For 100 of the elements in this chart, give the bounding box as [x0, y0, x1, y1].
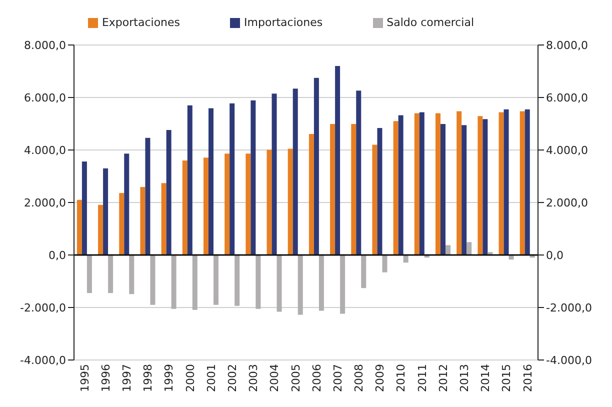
x-tick-label: 2012 [436, 364, 450, 392]
bar [520, 111, 525, 255]
y-tick-label: 6.000,0 [24, 91, 66, 104]
bar [256, 255, 261, 309]
bar [308, 134, 314, 255]
bar [129, 255, 134, 294]
bar [108, 255, 114, 294]
bar [414, 113, 420, 255]
bar [382, 255, 388, 272]
bar [361, 255, 366, 288]
bar [76, 200, 82, 255]
x-tick-label: 2015 [500, 364, 514, 392]
bar [462, 125, 467, 255]
x-tick-label: 1999 [162, 364, 176, 392]
bar [393, 121, 398, 255]
x-tick-label: 2003 [247, 364, 260, 392]
bar [171, 255, 176, 309]
bar [224, 154, 230, 255]
bar [466, 242, 472, 255]
bar [204, 158, 208, 255]
bar [208, 108, 214, 255]
bar [330, 124, 336, 255]
bar [356, 90, 362, 255]
bar [498, 112, 504, 255]
bar [234, 255, 240, 306]
bar [119, 193, 124, 255]
bar [230, 103, 235, 255]
x-tick-label: 1995 [78, 364, 92, 392]
bar [314, 78, 319, 255]
x-tick-label: 2013 [458, 364, 471, 392]
bar [98, 204, 104, 255]
bar [124, 154, 130, 255]
bar [398, 115, 404, 255]
bar [288, 148, 293, 255]
y-tick-label: -2.000,0 [20, 301, 66, 314]
x-tick-label: 2004 [268, 364, 282, 392]
bar [524, 109, 530, 255]
y2-tick-label: -4.000,0 [546, 354, 592, 367]
x-tick-label: 2009 [374, 364, 387, 392]
y2-tick-label: -2.000,0 [546, 301, 592, 314]
bar [335, 66, 340, 255]
bar [266, 150, 272, 255]
bar [482, 119, 488, 255]
bar [272, 94, 277, 255]
bar [446, 245, 450, 255]
y-tick-label: 2.000,0 [24, 196, 66, 210]
bar [214, 255, 218, 305]
x-tick-label: 2014 [479, 364, 492, 392]
x-tick-label: 2011 [416, 364, 429, 392]
x-tick-label: 2016 [521, 364, 534, 392]
bar [377, 128, 382, 255]
x-tick-label: 2002 [226, 364, 239, 392]
bar [292, 88, 298, 255]
x-tick-label: 2005 [289, 364, 302, 392]
bar [436, 113, 440, 255]
bar [419, 112, 424, 255]
y2-tick-label: 6.000,0 [546, 91, 588, 104]
legend-label: Importaciones [244, 16, 323, 29]
bar [187, 105, 192, 255]
y-tick-label: 4.000,0 [24, 144, 66, 157]
bar [250, 100, 256, 255]
bar [318, 255, 324, 311]
bar [456, 111, 462, 255]
bar [82, 162, 87, 255]
bar [150, 255, 156, 305]
bar [246, 154, 251, 255]
bar [145, 138, 150, 255]
bar [504, 109, 509, 255]
y-tick-label: 8.000,0 [24, 38, 66, 52]
x-tick-label: 2010 [394, 364, 408, 392]
bar [298, 255, 303, 315]
x-tick-label: 1998 [142, 364, 155, 392]
bar [161, 183, 166, 255]
bar [440, 124, 446, 255]
x-tick-label: 1997 [120, 364, 134, 392]
bar [103, 168, 108, 255]
x-tick-label: 2008 [352, 364, 366, 392]
bar [166, 130, 172, 255]
bar [340, 255, 346, 314]
bar [86, 255, 92, 294]
bar [276, 255, 282, 312]
x-tick-label: 1996 [99, 364, 112, 392]
bar [140, 187, 146, 255]
y2-tick-label: 0,0 [546, 248, 564, 262]
x-tick-label: 2006 [310, 364, 324, 392]
y2-tick-label: 4.000,0 [546, 144, 588, 157]
bar [372, 144, 378, 255]
bar [182, 160, 188, 255]
bar [351, 124, 356, 255]
legend-label: Exportaciones [102, 16, 180, 29]
x-tick-label: 2000 [184, 364, 197, 392]
y-tick-label: -4.000,0 [20, 354, 66, 367]
x-tick-label: 2007 [331, 364, 344, 392]
legend-label: Saldo comercial [386, 16, 474, 29]
y2-tick-label: 8.000,0 [546, 38, 588, 52]
x-tick-label: 2001 [204, 364, 218, 392]
bar [192, 255, 198, 310]
y2-tick-label: 2.000,0 [546, 196, 588, 210]
bar [478, 116, 483, 255]
y-tick-label: 0,0 [48, 248, 66, 262]
